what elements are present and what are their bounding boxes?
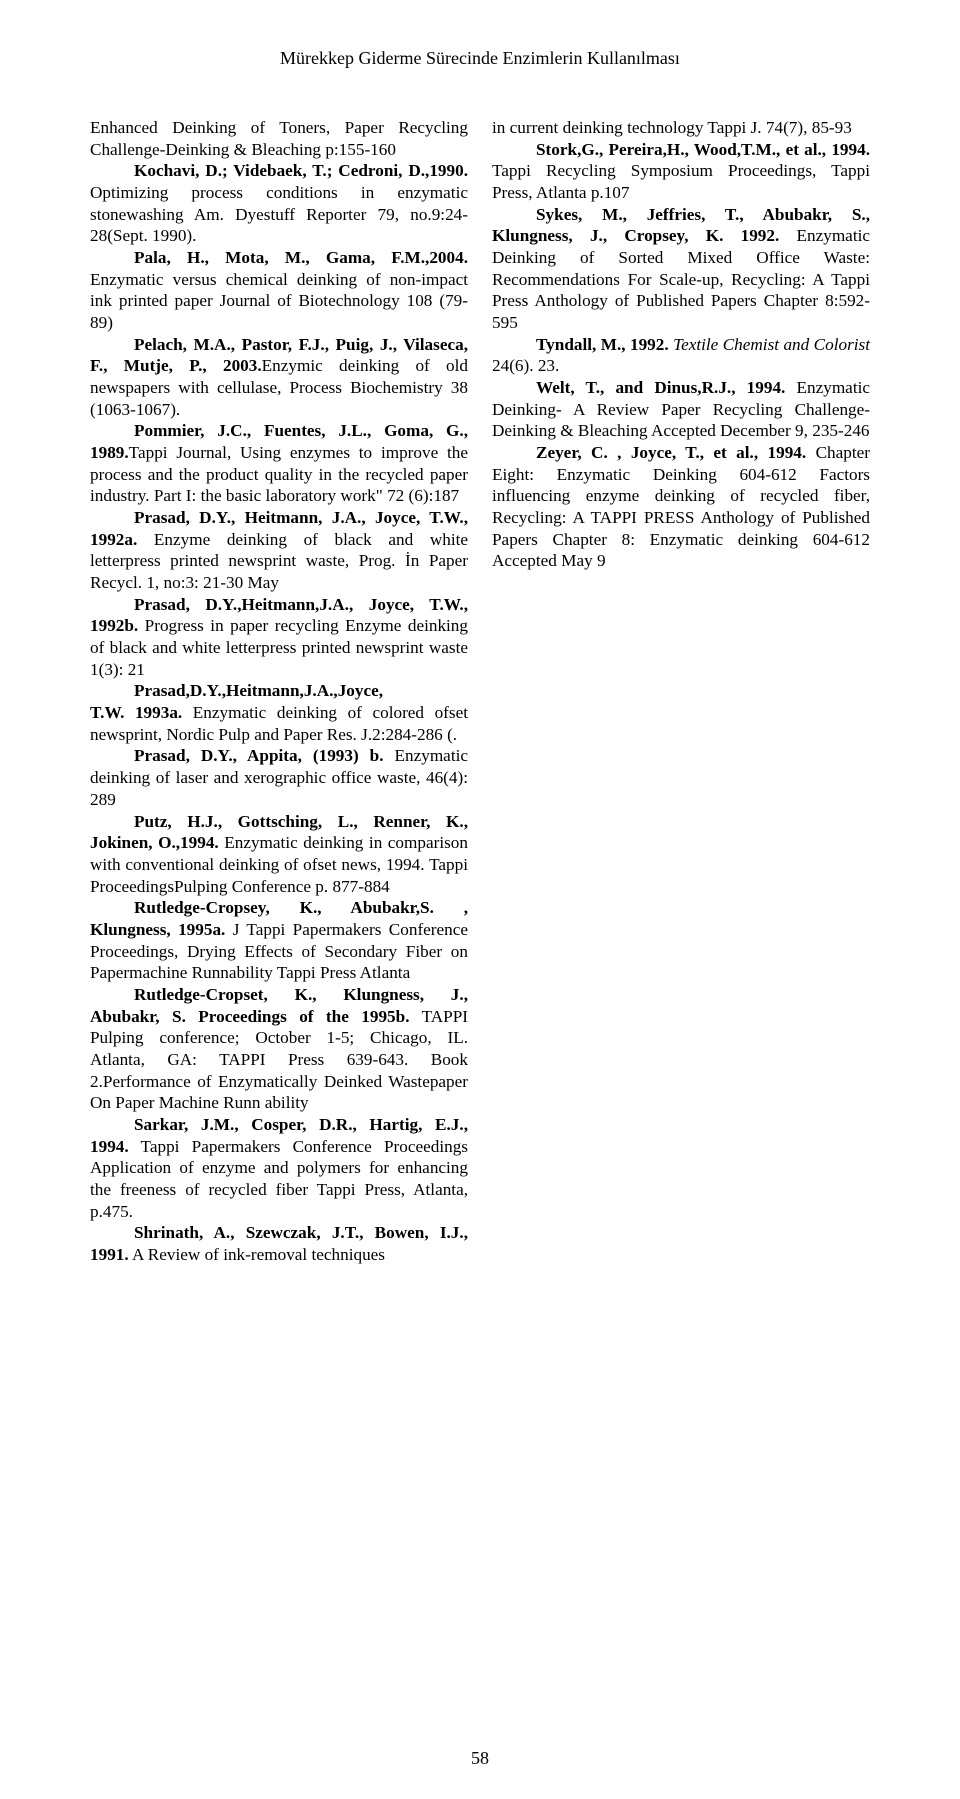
reference-entry: Welt, T., and Dinus,R.J., 1994. Enzymati… (492, 377, 870, 442)
ref-text: Enzymatic versus chemical deinking of no… (90, 270, 468, 332)
reference-entry: Prasad, D.Y.,Heitmann,J.A., Joyce, T.W.,… (90, 594, 468, 681)
reference-entry: Rutledge-Cropsey, K., Abubakr,S. , Klung… (90, 897, 468, 984)
reference-entry: Kochavi, D.; Videbaek, T.; Cedroni, D.,1… (90, 160, 468, 247)
reference-entry: Sarkar, J.M., Cosper, D.R., Hartig, E.J.… (90, 1114, 468, 1222)
reference-entry: Pelach, M.A., Pastor, F.J., Puig, J., Vi… (90, 334, 468, 421)
left-column: Enhanced Deinking of Toners, Paper Recyc… (90, 117, 468, 1266)
reference-entry: Prasad, D.Y., Heitmann, J.A., Joyce, T.W… (90, 507, 468, 594)
ref-authors: Welt, T., and Dinus,R.J., 1994. (536, 378, 785, 397)
reference-entry: Prasad, D.Y., Appita, (1993) b. Enzymati… (90, 745, 468, 810)
reference-entry: Rutledge-Cropset, K., Klungness, J., Abu… (90, 984, 468, 1114)
ref-authors: Zeyer, C. , Joyce, T., et al., 1994. (536, 443, 806, 462)
ref-text: 24(6). 23. (492, 356, 559, 375)
two-column-layout: Enhanced Deinking of Toners, Paper Recyc… (90, 117, 870, 1266)
ref-authors: Stork,G., Pereira,H., Wood,T.M., et al.,… (536, 140, 870, 159)
reference-entry: Zeyer, C. , Joyce, T., et al., 1994. Cha… (492, 442, 870, 572)
ref-text: Chapter Eight: Enzymatic Deinking 604-61… (492, 443, 870, 570)
ref-text: Optimizing process conditions in enzymat… (90, 183, 468, 245)
ref-text: in current deinking technology Tappi J. … (492, 118, 852, 137)
ref-journal: Textile Chemist and Colorist (669, 335, 870, 354)
ref-text: A Review of ink-removal techniques (129, 1245, 385, 1264)
right-column: in current deinking technology Tappi J. … (492, 117, 870, 1266)
ref-authors: Prasad, D.Y., Appita, (1993) b. (134, 746, 384, 765)
reference-entry: Prasad,D.Y.,Heitmann,J.A.,Joyce, (90, 680, 468, 702)
ref-text: Tappi Papermakers Conference Proceedings… (90, 1137, 468, 1221)
ref-text: Tappi Journal, Using enzymes to improve … (90, 443, 468, 505)
ref-text: Enzyme deinking of black and white lette… (90, 530, 468, 592)
ref-authors: Kochavi, D.; Videbaek, T.; Cedroni, D.,1… (134, 161, 468, 180)
ref-authors: T.W. 1993a. (90, 703, 182, 722)
reference-entry: Sykes, M., Jeffries, T., Abubakr, S., Kl… (492, 204, 870, 334)
page-number: 58 (0, 1748, 960, 1769)
ref-authors: Tyndall, M., 1992. (536, 335, 669, 354)
reference-entry: Stork,G., Pereira,H., Wood,T.M., et al.,… (492, 139, 870, 204)
ref-text: Progress in paper recycling Enzyme deink… (90, 616, 468, 678)
ref-authors: Pala, H., Mota, M., Gama, F.M.,2004. (134, 248, 468, 267)
reference-entry: Pommier, J.C., Fuentes, J.L., Goma, G., … (90, 420, 468, 507)
reference-entry: Shrinath, A., Szewczak, J.T., Bowen, I.J… (90, 1222, 468, 1265)
ref-text: Tappi Recycling Symposium Proceedings, T… (492, 161, 870, 202)
reference-entry: Putz, H.J., Gottsching, L., Renner, K., … (90, 811, 468, 898)
reference-entry: Tyndall, M., 1992. Textile Chemist and C… (492, 334, 870, 377)
page: Mürekkep Giderme Sürecinde Enzimlerin Ku… (0, 0, 960, 1799)
reference-entry: T.W. 1993a. Enzymatic deinking of colore… (90, 702, 468, 745)
ref-text: Enhanced Deinking of Toners, Paper Recyc… (90, 118, 468, 159)
reference-entry: Enhanced Deinking of Toners, Paper Recyc… (90, 117, 468, 160)
running-head: Mürekkep Giderme Sürecinde Enzimlerin Ku… (90, 48, 870, 69)
reference-entry: in current deinking technology Tappi J. … (492, 117, 870, 139)
reference-entry: Pala, H., Mota, M., Gama, F.M.,2004. Enz… (90, 247, 468, 334)
ref-authors: Prasad,D.Y.,Heitmann,J.A.,Joyce, (134, 681, 383, 700)
